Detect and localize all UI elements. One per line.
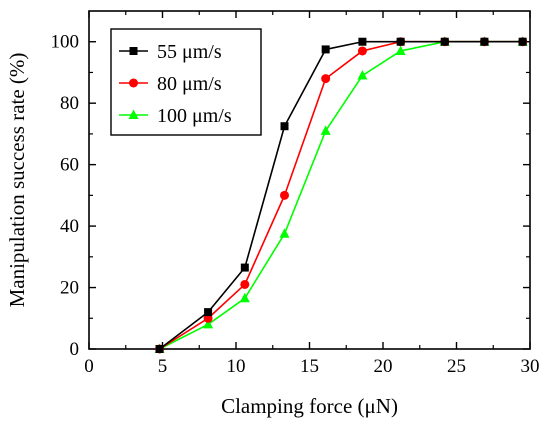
data-point — [518, 37, 527, 46]
x-tick-label: 20 — [374, 356, 393, 377]
legend-label: 55 μm/s — [157, 41, 222, 63]
data-point — [396, 37, 405, 46]
legend-marker — [129, 78, 138, 88]
data-point — [321, 45, 330, 54]
x-axis-title: Clamping force (μN) — [221, 394, 398, 418]
data-point — [480, 37, 489, 46]
data-point — [240, 263, 249, 272]
data-point — [440, 37, 449, 46]
x-tick-label: 25 — [447, 356, 466, 377]
data-point — [357, 70, 368, 80]
y-tick-label: 20 — [60, 278, 79, 299]
series-layer — [154, 36, 528, 354]
data-point — [358, 37, 367, 46]
data-point — [321, 74, 331, 84]
legend: 55 μm/s 80 μm/s 100 μm/s — [110, 28, 262, 136]
x-tick-label: 0 — [84, 356, 94, 377]
series-line — [159, 40, 523, 350]
data-point — [279, 228, 290, 238]
data-point — [320, 125, 331, 135]
series-square — [155, 37, 527, 353]
data-point — [239, 292, 250, 303]
x-tick-label: 5 — [158, 356, 168, 377]
legend-label: 100 μm/s — [157, 105, 232, 127]
y-tick-label: 40 — [60, 216, 79, 237]
y-axis-title: Manipulation success rate (%) — [5, 53, 29, 308]
data-point — [204, 308, 213, 317]
legend-marker — [128, 109, 139, 119]
y-tick-label: 0 — [70, 339, 80, 360]
y-tick-label: 80 — [60, 93, 79, 114]
y-tick-label: 100 — [51, 32, 80, 53]
data-point — [203, 318, 214, 329]
y-tick-label: 60 — [60, 155, 79, 176]
data-point — [280, 190, 290, 200]
x-tick-label: 10 — [227, 356, 246, 377]
data-point — [155, 345, 164, 353]
x-tick-label: 30 — [521, 356, 540, 377]
data-point — [280, 122, 289, 131]
data-point — [395, 45, 406, 55]
legend-marker — [129, 47, 138, 55]
axes-layer: 0 5 10 15 20 25 30 0 20 40 60 80 100 — [51, 10, 540, 377]
legend-label: 80 μm/s — [157, 73, 222, 95]
data-point — [357, 46, 367, 56]
data-point — [240, 279, 250, 289]
x-tick-label: 15 — [300, 356, 319, 377]
